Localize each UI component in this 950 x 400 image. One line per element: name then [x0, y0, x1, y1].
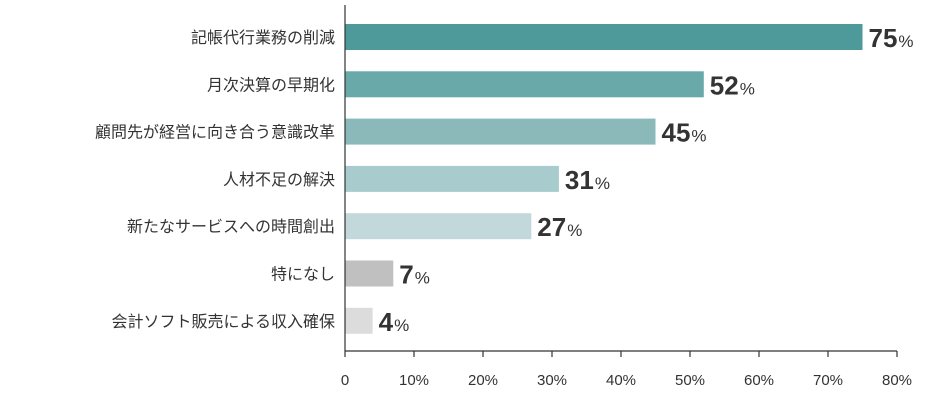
tick-label: 10% [399, 372, 429, 389]
category-label: 会計ソフト販売による収入確保 [111, 312, 335, 331]
category-label: 月次決算の早期化 [207, 75, 335, 94]
value-labels: 75% 52%45% 31% 27% 7% 4% [379, 23, 914, 337]
bar [345, 165, 559, 192]
tick-label: 80% [882, 372, 912, 389]
value-label: 45% [662, 118, 707, 148]
tick-label: 40% [606, 372, 636, 389]
category-labels: 記帳代行業務の削減月次決算の早期化顧問先が経営に向き合う意識改革人材不足の解決新… [95, 28, 335, 331]
bar [345, 24, 863, 50]
value-label: 75% [869, 23, 914, 53]
bar [345, 307, 373, 334]
tick-label: 0 [341, 372, 349, 389]
tick-label: 70% [813, 372, 843, 389]
value-label: 31% [565, 165, 610, 195]
category-label: 記帳代行業務の削減 [191, 28, 335, 47]
bar [345, 260, 394, 287]
value-label: 7% [399, 260, 430, 290]
bars-layer [345, 24, 863, 334]
x-axis: 0 10% 20% 30% 40% 50% 60% 70% 80% [341, 5, 912, 389]
tick-label: 20% [468, 372, 498, 389]
value-label: 4% [379, 307, 410, 337]
category-label: 新たなサービスへの時間創出 [127, 217, 335, 236]
tick-label: 50% [675, 372, 705, 389]
category-label: 特になし [271, 265, 335, 284]
category-label: 顧問先が経営に向き合う意識改革 [95, 123, 335, 142]
value-label: 27% [537, 212, 582, 242]
tick-label: 60% [744, 372, 774, 389]
bar [345, 213, 532, 240]
tick-label: 30% [537, 372, 567, 389]
bar [345, 71, 704, 98]
category-label: 人材不足の解決 [223, 170, 335, 189]
value-label: 52% [710, 70, 755, 100]
bar [345, 118, 656, 145]
